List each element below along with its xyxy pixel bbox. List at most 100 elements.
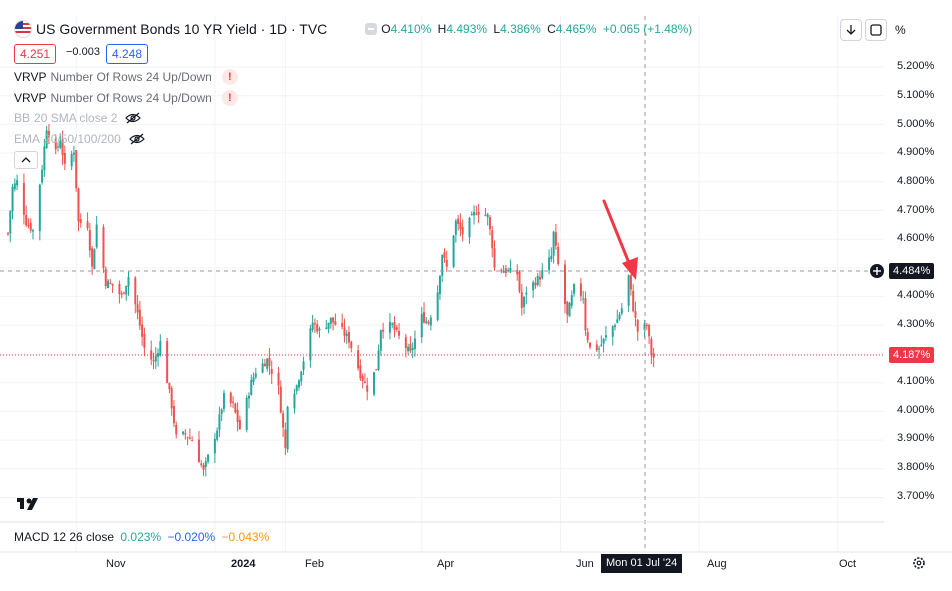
warning-icon[interactable]: !: [221, 90, 238, 106]
percent-scale-button[interactable]: %: [895, 23, 906, 37]
scroll-to-latest-button[interactable]: [840, 19, 862, 41]
candle-body: [532, 282, 535, 291]
candle-body: [554, 232, 557, 246]
candle-body: [152, 360, 155, 362]
candle-body: [652, 353, 655, 358]
candle-body: [600, 344, 603, 346]
indicator-vrvp-1[interactable]: VRVP Number Of Rows 24 Up/Down !: [14, 69, 238, 85]
candle-body: [57, 146, 60, 148]
candle-body: [361, 375, 364, 382]
candle-body: [136, 304, 139, 313]
crosshair-add-button[interactable]: [870, 264, 884, 278]
buy-price-button[interactable]: 4.248: [106, 44, 149, 64]
candle-body: [86, 221, 89, 229]
candle-body: [443, 252, 446, 258]
y-tick: 4.300%: [897, 318, 935, 330]
reset-chart-button[interactable]: [865, 19, 887, 41]
candle-body: [518, 271, 521, 292]
candle-body: [284, 429, 287, 448]
candle-body: [88, 230, 91, 251]
candle-body: [375, 369, 378, 371]
candle-body: [634, 311, 637, 318]
candle-body: [197, 439, 200, 463]
candle-body: [325, 327, 328, 329]
candle-body: [550, 255, 553, 260]
candle-body: [300, 371, 303, 382]
candle-body: [579, 283, 582, 297]
candle-body: [38, 184, 41, 232]
candle-body: [334, 321, 337, 325]
y-tick: 4.900%: [897, 146, 935, 158]
candle-body: [509, 267, 512, 273]
candle-body: [252, 377, 255, 382]
tradingview-logo: [17, 498, 38, 510]
indicator-ema[interactable]: EMA 20/50/100/200: [14, 132, 145, 146]
x-tick: Jun: [576, 558, 594, 570]
macd-legend[interactable]: MACD 12 26 close 0.023% −0.020% −0.043%: [14, 530, 269, 544]
candle-body: [525, 292, 528, 295]
candle-body: [500, 269, 503, 272]
candle-body: [425, 320, 428, 323]
candle-body: [232, 401, 235, 403]
settings-gear-icon[interactable]: [913, 557, 925, 569]
candle-body: [93, 249, 96, 270]
macd-value-2: −0.020%: [167, 530, 216, 544]
candle-body: [595, 344, 598, 351]
ohlc-values: O4.410% H4.493% L4.386% C4.465% +0.065 (…: [381, 22, 693, 36]
candle-body: [602, 338, 605, 344]
candle-body: [220, 409, 223, 414]
collapse-legend-button[interactable]: [365, 23, 378, 35]
warning-icon[interactable]: !: [221, 69, 238, 85]
candle-body: [95, 224, 98, 248]
candle-body: [13, 183, 16, 190]
candle-body: [207, 454, 210, 462]
macd-value-1: 0.023%: [120, 530, 162, 544]
candle-body: [138, 309, 141, 326]
candle-body: [154, 355, 157, 362]
x-tick: 2024: [231, 558, 256, 570]
candle-body: [166, 340, 169, 383]
candle-body: [627, 275, 630, 306]
candle-body: [200, 463, 203, 466]
candle-body: [411, 347, 414, 351]
y-tick: 4.700%: [897, 204, 935, 216]
collapse-indicators-button[interactable]: [14, 151, 38, 169]
candle-body: [468, 217, 471, 238]
eye-hidden-icon[interactable]: [128, 133, 145, 145]
candle-body: [286, 406, 289, 450]
candle-body: [295, 385, 298, 392]
candle-body: [266, 358, 269, 369]
candle-body: [141, 324, 144, 337]
candle-body: [159, 341, 162, 356]
candle-body: [45, 130, 48, 149]
candle-body: [79, 219, 82, 224]
indicator-bb[interactable]: BB 20 SMA close 2: [14, 111, 142, 125]
symbol-title[interactable]: US Government Bonds 10 YR Yield · 1D · T…: [36, 21, 328, 37]
macd-value-3: −0.043%: [221, 530, 270, 544]
crosshair-price-tag: 4.484%: [889, 263, 935, 279]
candle-body: [445, 259, 448, 267]
candle-body: [548, 257, 551, 271]
candle-body: [493, 248, 496, 268]
candle-body: [582, 298, 585, 300]
candle-body: [363, 381, 366, 383]
y-tick: 4.800%: [897, 175, 935, 187]
candle-body: [357, 350, 360, 369]
candle-body: [191, 440, 194, 442]
candle-body: [16, 180, 19, 186]
candle-body: [345, 333, 348, 337]
sell-price-button[interactable]: 4.251: [14, 44, 57, 64]
candle-body: [122, 292, 125, 294]
eye-hidden-icon[interactable]: [125, 112, 142, 124]
candle-body: [7, 233, 9, 235]
candle-body: [186, 437, 189, 439]
candle-body: [75, 150, 78, 189]
candle-body: [407, 346, 410, 352]
indicator-vrvp-2[interactable]: VRVP Number Of Rows 24 Up/Down !: [14, 90, 238, 106]
candle-body: [61, 139, 64, 156]
candle-body: [254, 373, 257, 378]
candle-body: [648, 325, 651, 337]
us-flag-icon: [14, 20, 32, 38]
y-tick: 4.100%: [897, 375, 935, 387]
